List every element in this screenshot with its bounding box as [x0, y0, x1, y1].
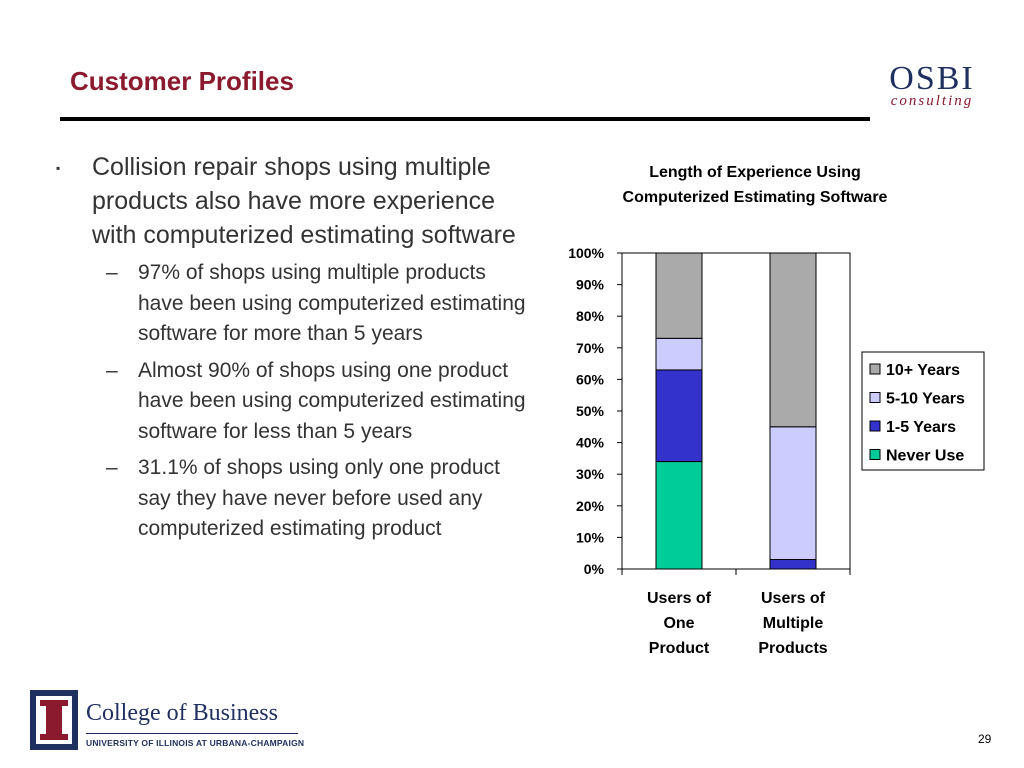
legend-label: 1-5 Years — [886, 419, 956, 436]
x-tick-label: Users of — [647, 590, 712, 607]
bar-segment — [655, 369, 703, 463]
x-tick-label: Product — [649, 640, 710, 657]
dash-bullet-icon: – — [106, 358, 118, 382]
slide-title: Customer Profiles — [70, 66, 294, 96]
bar-segment — [655, 252, 703, 339]
square-bullet-icon: ▪ — [56, 161, 61, 175]
y-tick-label: 100% — [568, 245, 604, 261]
bar-segment — [769, 426, 817, 561]
y-tick-label: 90% — [576, 277, 605, 293]
legend-swatch — [869, 420, 881, 432]
sub-bullet: – Almost 90% of shops using one product … — [56, 356, 526, 448]
chart-title: Length of Experience Using Computerized … — [580, 160, 930, 210]
university-shield-icon — [30, 690, 78, 750]
osbi-logo-top: OSBI — [889, 60, 975, 97]
y-tick-label: 20% — [576, 498, 605, 514]
x-tick-label: Users of — [761, 590, 826, 607]
osbi-logo-bottom: consulting — [890, 93, 974, 109]
legend-label: Never Use — [886, 448, 964, 465]
page-number: 29 — [978, 732, 992, 746]
college-name: College of Business — [86, 700, 278, 726]
bar-segment — [655, 461, 703, 570]
y-tick-label: 0% — [584, 561, 605, 577]
bar-segment — [655, 337, 703, 371]
sub-bullet-text: Almost 90% of shops using one product ha… — [138, 358, 526, 443]
y-tick-label: 80% — [576, 308, 605, 324]
legend-label: 10+ Years — [886, 362, 960, 379]
college-of-business-logo: College of Business UNIVERSITY OF ILLINO… — [30, 690, 310, 754]
dash-bullet-icon: – — [106, 261, 118, 284]
university-name: UNIVERSITY OF ILLINOIS AT URBANA-CHAMPAI… — [86, 738, 305, 748]
bar-segment — [769, 252, 817, 428]
main-bullet: ▪ Collision repair shops using multiple … — [56, 150, 526, 252]
x-tick-label: Multiple — [763, 615, 824, 632]
y-tick-label: 10% — [576, 529, 605, 545]
osbi-logo: OSBI consulting — [884, 60, 980, 109]
legend-label: 5-10 Years — [886, 391, 965, 408]
x-tick-label: Products — [758, 640, 827, 657]
y-tick-label: 60% — [576, 371, 605, 387]
sub-bullet-list: – 97% of shops using multiple products h… — [56, 258, 526, 545]
sub-bullet-text: 97% of shops using multiple products hav… — [138, 261, 526, 345]
legend-box — [861, 351, 985, 471]
chart-title-line2: Computerized Estimating Software — [622, 189, 888, 206]
x-tick-label: One — [663, 615, 694, 632]
sub-bullet-text: 31.1% of shops using only one product sa… — [138, 456, 500, 540]
logo-divider — [86, 733, 298, 734]
bullet-list: ▪ Collision repair shops using multiple … — [56, 150, 526, 551]
y-tick-label: 50% — [576, 403, 605, 419]
y-tick-label: 30% — [576, 466, 605, 482]
legend-swatch — [869, 363, 881, 375]
y-tick-label: 70% — [576, 340, 605, 356]
chart-title-line1: Length of Experience Using — [649, 164, 861, 181]
sub-bullet: – 31.1% of shops using only one product … — [56, 453, 526, 545]
title-divider — [60, 117, 870, 121]
legend-swatch — [869, 449, 881, 460]
y-tick-label: 40% — [576, 435, 605, 451]
legend-swatch — [869, 392, 881, 403]
bar-segment — [769, 559, 817, 570]
main-bullet-text: Collision repair shops using multiple pr… — [92, 153, 516, 249]
dash-bullet-icon: – — [106, 456, 118, 479]
sub-bullet: – 97% of shops using multiple products h… — [56, 258, 526, 350]
